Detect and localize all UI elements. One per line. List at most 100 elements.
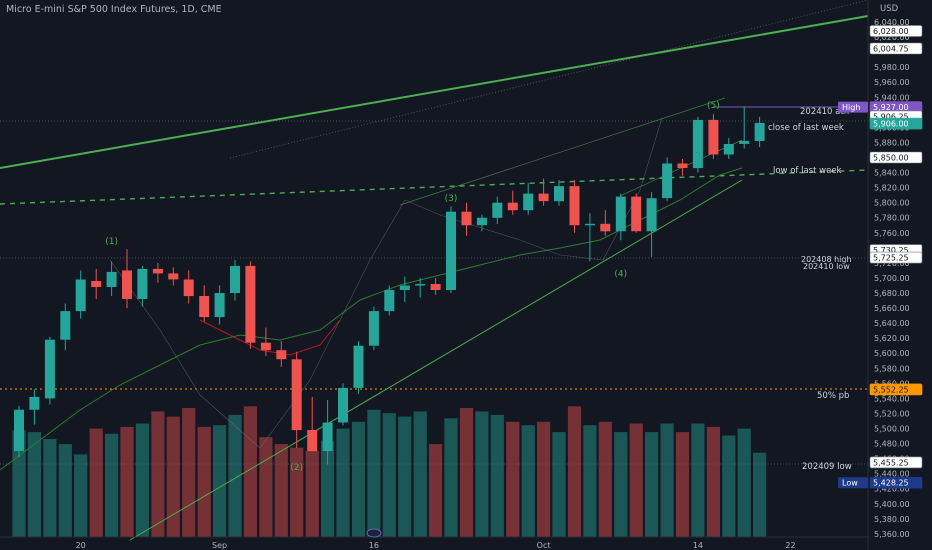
candle-body	[692, 119, 703, 169]
volume-bar	[629, 423, 643, 537]
price-tick-label: 5,940.00	[874, 93, 910, 102]
candles	[14, 106, 765, 465]
volume-bar	[43, 439, 57, 537]
low-last-week-line	[0, 169, 869, 205]
price-tick-label: 6,040.00	[874, 18, 910, 27]
volume-bar	[74, 454, 88, 537]
volume-bar	[213, 425, 227, 537]
annotation-low-last-week: low of last week	[773, 166, 842, 176]
price-label-value: 5,552.25	[873, 385, 909, 394]
candle-body	[554, 186, 564, 202]
volume-bar	[151, 411, 165, 537]
volume-bar	[737, 428, 751, 537]
candle-body	[461, 211, 472, 226]
candle-body	[569, 186, 580, 226]
candle-body	[307, 430, 318, 452]
price-label-value: 5,455.25	[873, 458, 909, 467]
candle-body	[214, 293, 225, 318]
candle-body	[600, 223, 611, 232]
volume-bar	[413, 411, 427, 537]
annotation-202409-low: 202409 low	[802, 462, 852, 472]
volume-bar	[552, 432, 566, 537]
candle-body	[723, 144, 734, 155]
wave-labels: (1) (2) (3) (4) (5)	[105, 101, 720, 473]
annotation-close-last-week: close of last week	[768, 123, 844, 133]
volume-bar	[305, 451, 319, 537]
price-tick-label: 5,380.00	[874, 515, 910, 524]
candle-body	[476, 217, 487, 226]
candle-body	[523, 193, 534, 211]
wave-label: (1)	[105, 237, 118, 247]
candle-body	[152, 268, 163, 274]
price-label-box	[869, 476, 923, 489]
price-tick-label: 5,580.00	[874, 364, 910, 373]
volume-bar	[58, 444, 72, 537]
volume-bar	[259, 437, 273, 537]
price-label-caption: High	[842, 103, 860, 112]
volume-bar	[351, 421, 366, 537]
volume-bar	[675, 432, 690, 537]
price-label-caption: Low	[842, 479, 858, 488]
candle-body	[245, 265, 256, 343]
candle-body	[584, 223, 595, 226]
candle-body	[338, 387, 348, 423]
volume-bar	[398, 416, 412, 537]
price-tick-label: 5,500.00	[874, 425, 910, 434]
volume-bar	[722, 435, 736, 537]
price-tick-label: 5,960.00	[874, 78, 910, 87]
candle-body	[739, 140, 750, 144]
price-label-value: 5,730.25	[873, 246, 909, 255]
volume-bar	[12, 430, 26, 537]
candle-body	[106, 271, 117, 287]
candle-body	[199, 296, 210, 318]
candle-body	[754, 122, 765, 141]
volume-bar	[691, 423, 705, 537]
price-label-box	[869, 117, 923, 130]
price-label-value: 5,725.25	[873, 254, 909, 263]
volume-bar	[228, 414, 242, 537]
price-label-value: 6,004.75	[873, 45, 909, 54]
time-tick-label: 20	[76, 541, 86, 550]
candle-body	[137, 268, 148, 299]
price-tick-label: 5,760.00	[874, 229, 910, 238]
volume-bar	[475, 411, 489, 537]
candle-body	[91, 281, 102, 287]
volume-bar	[274, 444, 288, 537]
candle-body	[122, 270, 132, 299]
volume-bar	[567, 406, 582, 537]
candle-body	[446, 211, 456, 290]
candle-body	[646, 198, 657, 232]
time-ticks: 20 Sep 16 Oct 14 22	[76, 541, 796, 550]
candle-body	[291, 359, 302, 431]
volume-bar	[321, 440, 335, 537]
annotation-fib-50: 50% pb	[817, 391, 849, 401]
candle-body	[44, 339, 55, 399]
price-tick-label: 5,980.00	[874, 63, 910, 72]
candle-body	[631, 196, 642, 232]
wave-label: (4)	[614, 269, 627, 279]
price-tick-label: 5,420.00	[874, 485, 910, 494]
candle-body	[75, 279, 86, 312]
price-tick-label: 5,800.00	[874, 199, 910, 208]
candle-body	[183, 279, 194, 297]
event-marker-icon[interactable]	[366, 528, 382, 538]
wave-label: (5)	[707, 101, 720, 111]
time-tick-label: 14	[693, 541, 703, 550]
wave-path	[109, 117, 663, 449]
volume-bar	[182, 408, 196, 537]
price-tick-label: 5,620.00	[874, 334, 910, 343]
volume-bar	[537, 421, 551, 537]
volume-bar	[459, 408, 474, 537]
price-label-box	[869, 456, 923, 469]
candle-body	[662, 163, 673, 199]
volume-bar	[290, 447, 304, 537]
volume-bar	[27, 432, 41, 537]
annotation-ath: 202410 ath	[800, 107, 849, 117]
volume-bar	[598, 421, 612, 537]
volume-bar	[444, 418, 458, 537]
price-tick-label: 5,880.00	[874, 138, 910, 147]
volume-bar	[367, 409, 381, 537]
price-tick-label: 6,020.00	[874, 33, 910, 42]
